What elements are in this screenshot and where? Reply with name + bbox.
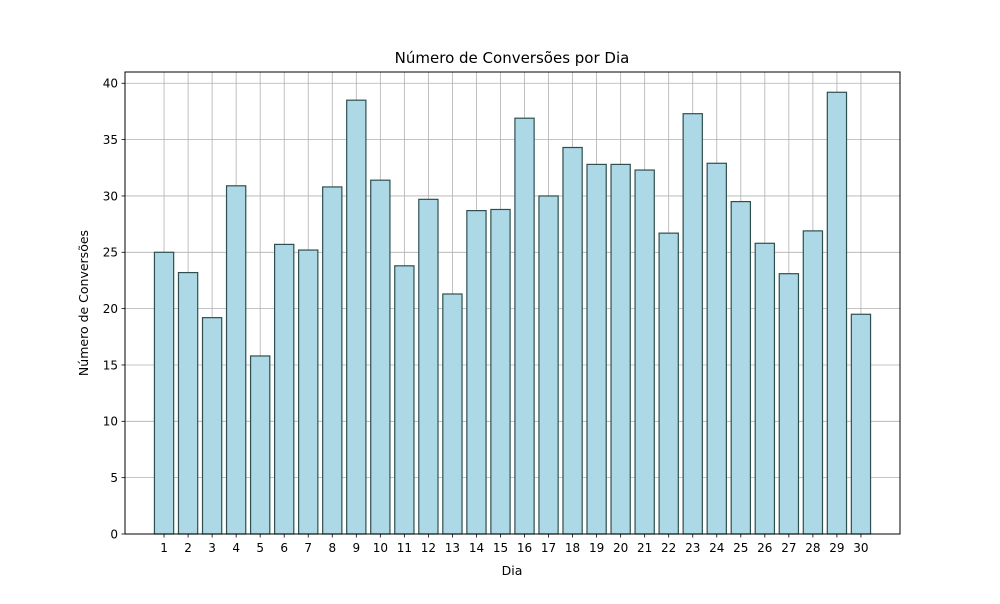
x-axis: 1 2 3 4 5 6 7 8 9 10 11 12 13 14 15 16 17 18 19 20 21 22 23 24 2… (160, 534, 869, 555)
bar-day-5 (249, 355, 271, 535)
bar-day-17 (538, 195, 559, 535)
x-tick-label: 11 (397, 541, 412, 555)
x-tick-label: 2 (184, 541, 192, 555)
x-axis-label: Dia (502, 563, 523, 578)
x-tick-label: 17 (541, 541, 556, 555)
x-tick-label: 7 (304, 541, 312, 555)
bar-day-24 (706, 162, 727, 535)
y-axis: 0 5 10 15 20 25 30 35 40 (103, 77, 125, 541)
bar-day-28 (802, 230, 824, 535)
x-tick-label: 8 (328, 541, 336, 555)
x-tick-label: 5 (256, 541, 264, 555)
chart-title: Número de Conversões por Dia (395, 49, 630, 67)
bar-day-30 (850, 313, 872, 535)
bar-day-11 (394, 265, 415, 535)
x-tick-label: 28 (805, 541, 820, 555)
bar-day-6 (273, 243, 295, 535)
x-tick-label: 4 (232, 541, 240, 555)
x-tick-label: 25 (733, 541, 748, 555)
bar-day-26 (754, 242, 776, 535)
bar-day-15 (490, 208, 511, 535)
x-tick-label: 6 (280, 541, 288, 555)
y-tick-label: 15 (103, 358, 118, 372)
bar-day-2 (177, 271, 199, 535)
x-tick-label: 18 (565, 541, 580, 555)
y-tick-label: 5 (110, 471, 118, 485)
bar-day-1 (153, 251, 175, 535)
x-tick-label: 13 (445, 541, 460, 555)
y-tick-label: 25 (103, 246, 118, 260)
bar-day-9 (346, 99, 367, 535)
y-tick-label: 20 (103, 302, 118, 316)
bar-day-14 (466, 210, 487, 535)
bar-day-3 (201, 317, 223, 535)
bar-day-19 (586, 163, 607, 535)
x-tick-label: 16 (517, 541, 532, 555)
y-tick-label: 40 (103, 77, 118, 91)
x-tick-label: 19 (589, 541, 604, 555)
x-tick-label: 24 (709, 541, 724, 555)
x-tick-label: 30 (853, 541, 868, 555)
x-tick-label: 23 (685, 541, 700, 555)
bar-day-10 (370, 179, 391, 535)
x-tick-label: 29 (829, 541, 844, 555)
x-tick-label: 27 (781, 541, 796, 555)
y-tick-label: 30 (103, 189, 118, 203)
x-tick-label: 14 (469, 541, 484, 555)
y-tick-label: 0 (110, 527, 118, 541)
x-tick-label: 1 (160, 541, 168, 555)
x-tick-label: 3 (208, 541, 216, 555)
bar-day-25 (730, 200, 752, 535)
bar-day-16 (514, 117, 535, 535)
x-tick-label: 26 (757, 541, 772, 555)
y-tick-label: 35 (103, 133, 118, 147)
bar-day-13 (442, 293, 463, 535)
bar-day-12 (418, 198, 439, 535)
bar-day-27 (778, 273, 800, 535)
bar-day-29 (826, 91, 848, 535)
bar-day-20 (610, 163, 631, 535)
y-tick-label: 10 (103, 415, 118, 429)
x-tick-label: 22 (661, 541, 676, 555)
x-tick-label: 12 (421, 541, 436, 555)
bar-day-4 (225, 185, 247, 535)
bar-day-22 (658, 232, 679, 535)
bar-day-8 (322, 186, 343, 535)
x-tick-label: 10 (373, 541, 388, 555)
bar-day-21 (634, 169, 655, 535)
bar-day-23 (682, 113, 703, 535)
plot-frame (124, 71, 901, 535)
bar-day-18 (562, 146, 583, 535)
bars (153, 91, 872, 535)
bar-day-7 (298, 249, 319, 535)
x-tick-label: 21 (637, 541, 652, 555)
x-tick-label: 20 (613, 541, 628, 555)
x-tick-label: 9 (352, 541, 360, 555)
x-tick-label: 15 (493, 541, 508, 555)
y-axis-label: Número de Conversões (76, 230, 91, 376)
